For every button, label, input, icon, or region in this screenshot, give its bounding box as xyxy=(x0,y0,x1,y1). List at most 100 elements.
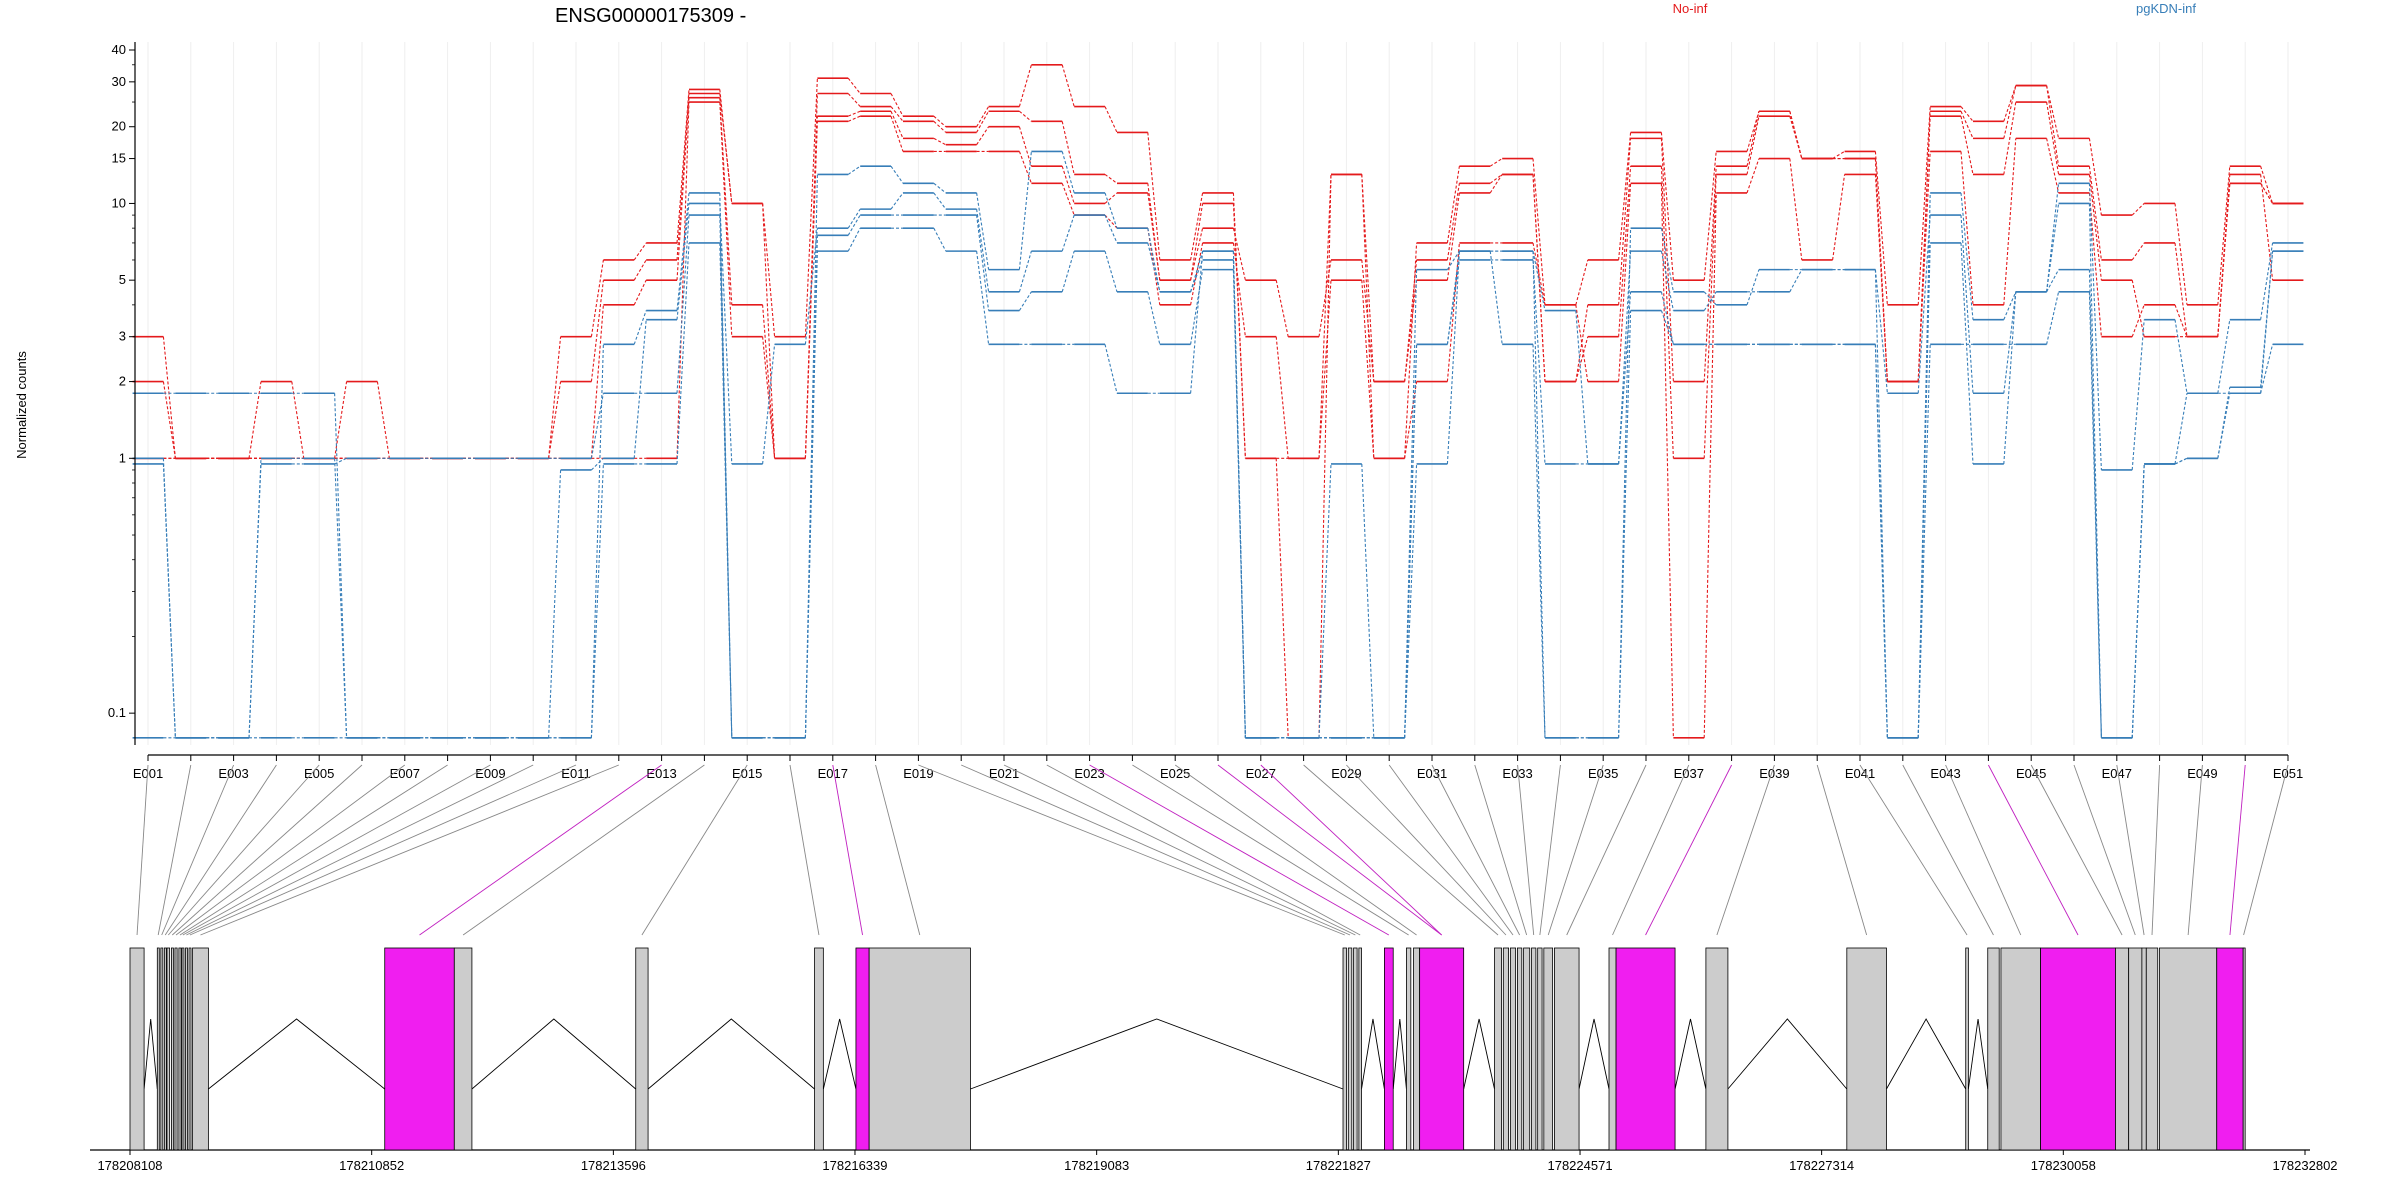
series-connector xyxy=(1618,132,1632,261)
exon xyxy=(170,947,174,1151)
exon xyxy=(1502,947,1509,1151)
series-connector xyxy=(1746,158,1760,194)
series-connector xyxy=(933,227,947,252)
x-tick-label: E019 xyxy=(903,766,933,781)
series-connector xyxy=(162,463,176,738)
series-connector xyxy=(847,93,861,107)
series-connector xyxy=(676,203,690,320)
series-connector xyxy=(334,381,348,459)
exon-connector xyxy=(1902,764,1994,936)
exon-connector xyxy=(175,764,406,936)
exon-connector xyxy=(1089,764,1390,936)
series-connector xyxy=(1104,214,1118,229)
series-connector xyxy=(2260,251,2274,388)
exon-connector xyxy=(1859,764,1968,936)
series-connector xyxy=(1874,269,1888,394)
series-connector xyxy=(1618,166,1632,337)
x-tick-label: E009 xyxy=(475,766,505,781)
exon xyxy=(1342,947,1347,1151)
series-connector xyxy=(633,310,647,345)
series-connector xyxy=(1917,106,1931,305)
series-connector xyxy=(1746,111,1760,152)
series-connector xyxy=(248,381,262,459)
series-connector xyxy=(1061,166,1075,204)
exon-connector xyxy=(1547,764,1604,936)
intron-line xyxy=(647,1018,815,1090)
exon-connector xyxy=(2243,764,2289,936)
exon-connector xyxy=(832,764,863,936)
series-connector xyxy=(1532,242,1546,305)
series-connector xyxy=(976,192,990,270)
series-connector xyxy=(2088,291,2102,738)
series-connector xyxy=(2131,304,2145,337)
series-connector xyxy=(1874,151,1888,305)
exon-highlighted xyxy=(384,947,455,1151)
exon xyxy=(453,947,473,1151)
series-connector xyxy=(1275,336,1289,459)
intron-line xyxy=(1967,1018,1989,1090)
exon xyxy=(185,947,188,1151)
series-connector xyxy=(548,469,562,738)
x-tick-label: E013 xyxy=(646,766,676,781)
series-connector xyxy=(1190,269,1204,345)
series-connector xyxy=(2046,138,2060,194)
series-connector xyxy=(1147,291,1161,345)
series-connector xyxy=(590,304,604,459)
exon xyxy=(1987,947,2000,1151)
series-connector xyxy=(847,208,861,229)
series-connector xyxy=(2174,457,2188,465)
series-connector xyxy=(1404,344,1418,738)
coordinate-label: 178210852 xyxy=(339,1158,404,1173)
series-connector xyxy=(847,110,861,117)
series-connector xyxy=(590,344,604,738)
intron-line xyxy=(1578,1018,1610,1090)
series-connector xyxy=(890,93,904,117)
intron-line xyxy=(1392,1018,1407,1090)
exon-connector xyxy=(1474,764,1528,936)
series-connector xyxy=(1917,242,1931,738)
series-connector xyxy=(1832,150,1845,160)
series-connector xyxy=(334,457,347,465)
series-connector xyxy=(2003,138,2017,305)
exon xyxy=(1347,947,1353,1151)
exon xyxy=(129,947,145,1151)
series-connector xyxy=(1361,463,1375,738)
series-connector xyxy=(1960,242,1974,465)
exon xyxy=(1353,947,1358,1151)
exon-connector xyxy=(1945,764,2022,936)
series-connector xyxy=(590,463,604,738)
series-connector xyxy=(1789,116,1803,159)
series-connector xyxy=(1404,269,1418,738)
intron-line xyxy=(471,1018,637,1090)
series-connector xyxy=(1104,106,1118,133)
exon xyxy=(1523,947,1531,1151)
x-tick-label: E011 xyxy=(561,766,590,781)
exon-connector xyxy=(1132,764,1409,936)
series-connector xyxy=(1446,183,1460,261)
series-connector xyxy=(2260,242,2274,320)
exon xyxy=(1358,947,1362,1151)
series-connector xyxy=(1789,269,1803,293)
series-connector xyxy=(1660,251,1674,311)
series-connector xyxy=(1660,166,1674,459)
series-connector xyxy=(676,242,690,465)
exon-connector xyxy=(171,764,363,936)
x-tick-label: E031 xyxy=(1417,766,1447,781)
x-tick-label: E045 xyxy=(2016,766,2046,781)
series-connector xyxy=(1532,158,1546,305)
series-connector xyxy=(2131,203,2145,216)
exon xyxy=(2128,947,2143,1151)
exon-connector xyxy=(1612,764,1690,936)
exon-connector xyxy=(2229,764,2246,936)
series-connector xyxy=(676,97,690,281)
exon-connector xyxy=(1566,764,1647,936)
exon xyxy=(166,947,171,1151)
series-connector xyxy=(2260,182,2274,204)
exon xyxy=(1531,947,1537,1151)
y-tick-label: 5 xyxy=(119,272,126,287)
series-connector xyxy=(1618,138,1632,305)
series-connector xyxy=(1618,183,1632,382)
series-connector xyxy=(1318,463,1332,738)
exon-connector xyxy=(1303,764,1499,936)
exon xyxy=(192,947,209,1151)
